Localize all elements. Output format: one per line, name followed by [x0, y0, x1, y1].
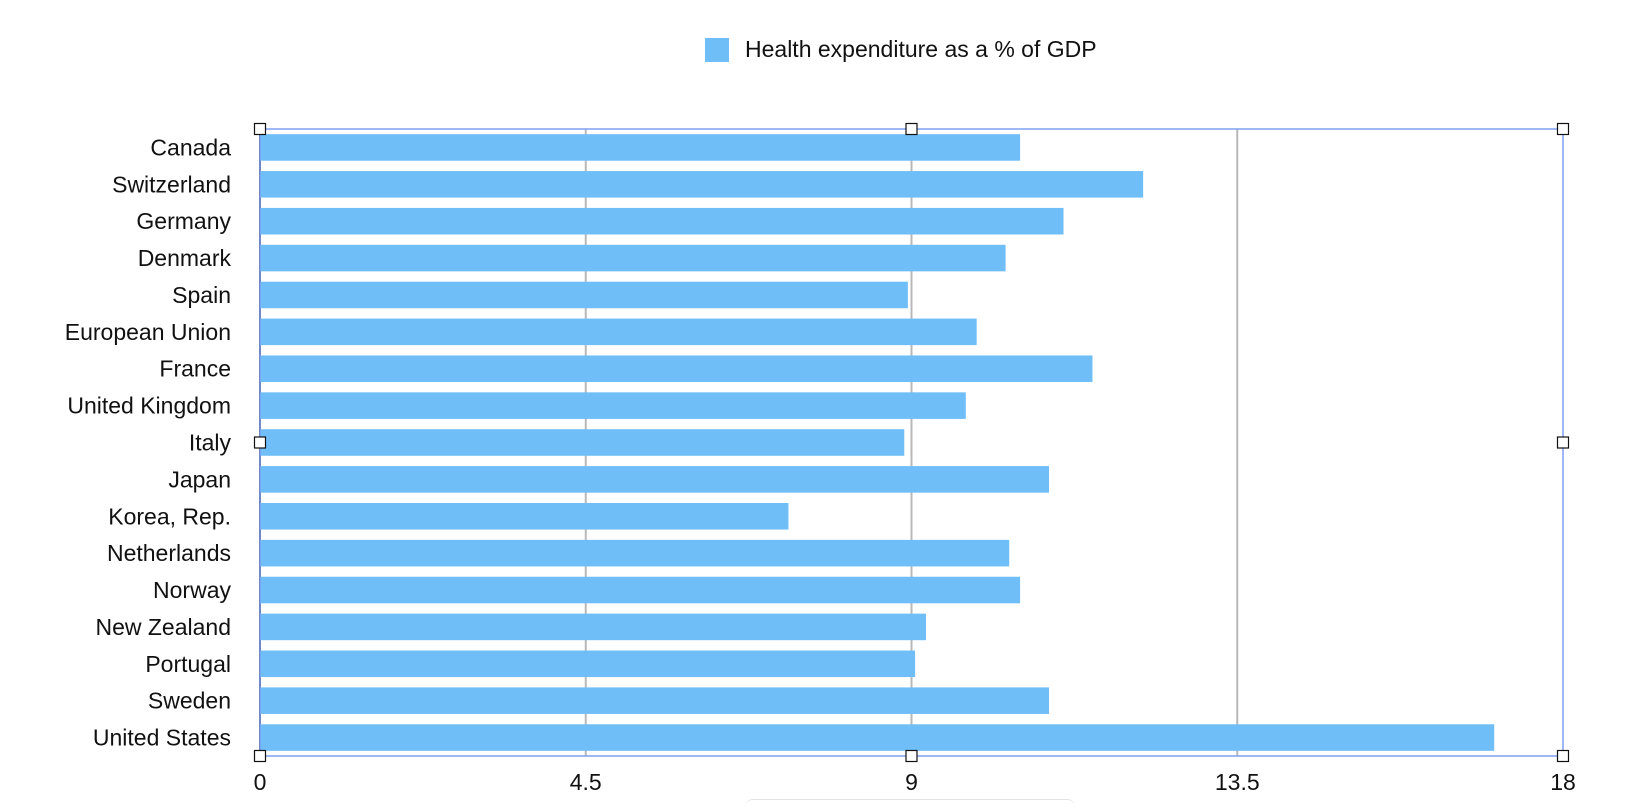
y-category-label: New Zealand — [95, 614, 231, 640]
horizontal-scroll-hint — [745, 799, 1075, 808]
bar[interactable] — [260, 687, 1050, 714]
bar[interactable] — [260, 429, 905, 456]
y-category-label: United Kingdom — [67, 393, 231, 419]
bar[interactable] — [260, 576, 1021, 604]
x-tick-label: 13.5 — [1215, 769, 1260, 795]
resize-handle[interactable] — [1556, 749, 1570, 763]
bar[interactable] — [260, 134, 1021, 161]
y-category-label: Norway — [153, 577, 231, 603]
bar[interactable] — [260, 466, 1050, 493]
bar[interactable] — [260, 502, 789, 530]
y-category-label: Portugal — [145, 651, 231, 677]
resize-handle[interactable] — [253, 122, 267, 136]
y-category-label: United States — [93, 725, 231, 751]
y-category-label: France — [159, 356, 231, 382]
bar[interactable] — [260, 171, 1144, 198]
selection-frame[interactable] — [253, 122, 1570, 763]
y-category-label: Canada — [150, 134, 231, 160]
resize-handle[interactable] — [905, 122, 918, 136]
x-tick-label: 0 — [254, 769, 267, 795]
x-tick-label: 9 — [905, 769, 918, 795]
bar[interactable] — [260, 355, 1093, 383]
y-category-label: Netherlands — [107, 540, 231, 566]
bar[interactable] — [260, 244, 1006, 272]
legend-label: Health expenditure as a % of GDP — [745, 36, 1097, 62]
y-category-label: Italy — [189, 430, 232, 456]
x-tick-label: 4.5 — [570, 769, 602, 795]
resize-handle[interactable] — [1556, 436, 1570, 449]
y-category-label: Spain — [172, 282, 231, 308]
bar[interactable] — [260, 281, 908, 309]
resize-handle[interactable] — [905, 749, 918, 763]
bar[interactable] — [260, 650, 916, 678]
bar[interactable] — [260, 392, 966, 419]
y-category-label: Sweden — [148, 688, 231, 714]
bar[interactable] — [260, 613, 926, 641]
legend: Health expenditure as a % of GDP — [705, 36, 1097, 63]
legend-swatch — [705, 37, 729, 62]
y-category-label: Denmark — [138, 245, 232, 271]
x-tick-label: 18 — [1550, 769, 1576, 795]
y-category-label: European Union — [65, 319, 231, 345]
label-layer: 0 4.5 9 13.5 18 Canada Switzerland Germany Denma… — [65, 134, 1576, 795]
bar[interactable] — [260, 539, 1010, 567]
y-category-label: Japan — [168, 466, 231, 492]
resize-handle[interactable] — [253, 436, 267, 449]
bar-layer — [260, 134, 1495, 751]
bar[interactable] — [260, 207, 1064, 235]
y-category-label: Switzerland — [112, 171, 231, 197]
bar[interactable] — [260, 318, 977, 346]
y-category-label: Korea, Rep. — [108, 503, 231, 529]
y-category-label: Germany — [136, 208, 231, 234]
bar[interactable] — [260, 724, 1495, 751]
resize-handle[interactable] — [253, 749, 267, 763]
resize-handle[interactable] — [1556, 122, 1570, 136]
